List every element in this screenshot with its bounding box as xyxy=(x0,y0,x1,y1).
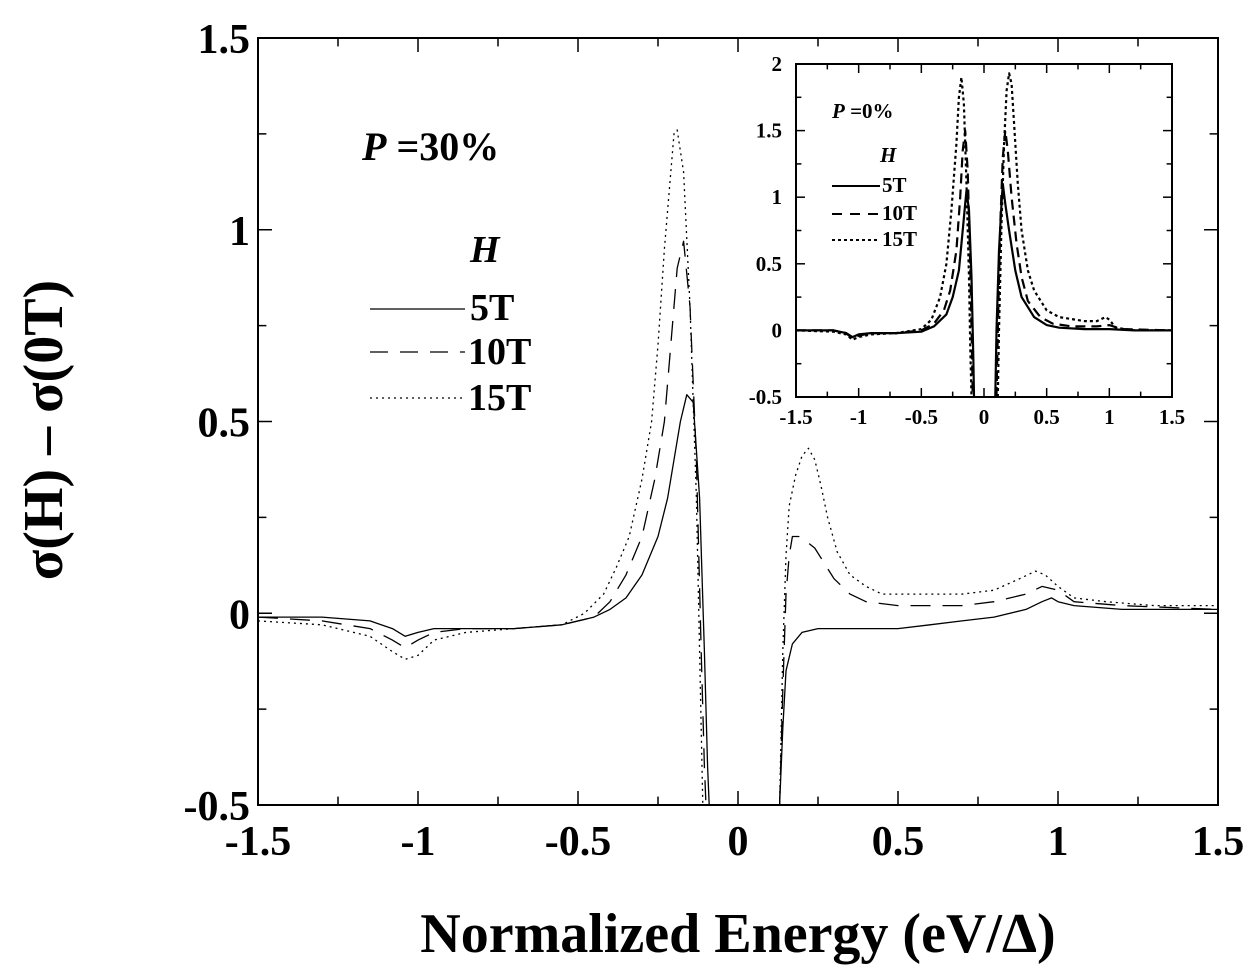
main-ticks xyxy=(257,37,1219,806)
inset-x-tick-label: -0.5 xyxy=(905,405,938,429)
main-legend-label-15t: 15T xyxy=(468,377,531,419)
main-legend: H 5T 10T 15T xyxy=(370,229,531,419)
main-series-10t-line xyxy=(258,240,707,805)
main-x-tick-label: 1.5 xyxy=(1192,819,1245,865)
main-x-tick-label: -1.5 xyxy=(225,819,292,865)
inset-y-tick-label: 0 xyxy=(772,318,783,342)
inset-x-tick-label: 1 xyxy=(1104,405,1115,429)
main-series-15t-line xyxy=(258,129,704,805)
inset-y-tick-label: 1.5 xyxy=(756,119,782,143)
inset-y-tick-label: 1 xyxy=(772,185,783,209)
main-tick-labels: -1.5 -1 -0.5 0 0.5 1 1.5 -0.5 0 0.5 1 1.5 xyxy=(184,17,1245,865)
main-legend-title: H xyxy=(469,229,501,271)
y-axis-title: σ(H) – σ(0T) xyxy=(13,280,75,580)
inset-x-tick-label: 0 xyxy=(979,405,990,429)
inset-legend-label-5t: 5T xyxy=(882,173,907,197)
inset-x-tick-label: -1.5 xyxy=(779,405,812,429)
main-legend-label-5t: 5T xyxy=(470,287,514,329)
inset-legend-title: H xyxy=(879,143,897,167)
main-y-tick-label: -0.5 xyxy=(184,784,251,830)
inset-legend: H 5T 10T 15T xyxy=(832,143,917,251)
main-chart: -1.5 -1 -0.5 0 0.5 1 1.5 -0.5 0 0.5 1 1.5 Normalize… xyxy=(13,17,1244,965)
inset-x-tick-label: 1.5 xyxy=(1159,405,1185,429)
inset-background xyxy=(796,64,1172,397)
main-y-tick-label: 0.5 xyxy=(198,401,251,447)
main-annotation: P =30% xyxy=(361,124,499,169)
main-series xyxy=(258,129,1218,805)
inset-x-tick-label: -1 xyxy=(850,405,868,429)
inset-series-15t-line xyxy=(996,72,1172,397)
inset-legend-label-10t: 10T xyxy=(882,201,917,225)
main-y-tick-label: 0 xyxy=(229,592,250,638)
inset-series xyxy=(796,72,1172,397)
inset-x-tick-label: 0.5 xyxy=(1034,405,1060,429)
inset-y-tick-label: 0.5 xyxy=(756,252,782,276)
main-series-5t-line xyxy=(778,597,1218,805)
main-x-tick-label: -0.5 xyxy=(545,819,612,865)
inset-chart: -1.5 -1 -0.5 0 0.5 1 1.5 -0.5 0 0.5 1 1.5 2 P =0% H … xyxy=(749,52,1185,429)
main-annotation-value: =30% xyxy=(386,124,499,169)
main-y-tick-label: 1.5 xyxy=(198,17,251,63)
main-series-15t-line xyxy=(778,447,1218,805)
inset-tick-labels: -1.5 -1 -0.5 0 0.5 1 1.5 -0.5 0 0.5 1 1.5 2 xyxy=(749,52,1185,429)
main-x-tick-label: -1 xyxy=(401,819,436,865)
main-series-10t-line xyxy=(778,535,1218,805)
main-x-tick-label: 0.5 xyxy=(872,819,925,865)
x-axis-title: Normalized Energy (eV/Δ) xyxy=(420,903,1055,965)
main-x-tick-label: 1 xyxy=(1048,819,1069,865)
main-legend-label-10t: 10T xyxy=(468,331,531,373)
main-annotation-var: P xyxy=(361,124,387,169)
inset-legend-label-15t: 15T xyxy=(882,227,917,251)
inset-series-15t-line xyxy=(796,76,973,397)
main-x-tick-label: 0 xyxy=(728,819,749,865)
main-series-5t-line xyxy=(258,394,710,805)
inset-annotation-value: =0% xyxy=(845,99,894,123)
inset-annotation-var: P xyxy=(831,99,845,123)
inset-y-tick-label: 2 xyxy=(772,52,783,76)
inset-annotation: P =0% xyxy=(831,99,894,123)
inset-y-tick-label: -0.5 xyxy=(749,385,782,409)
main-y-tick-label: 1 xyxy=(229,209,250,255)
